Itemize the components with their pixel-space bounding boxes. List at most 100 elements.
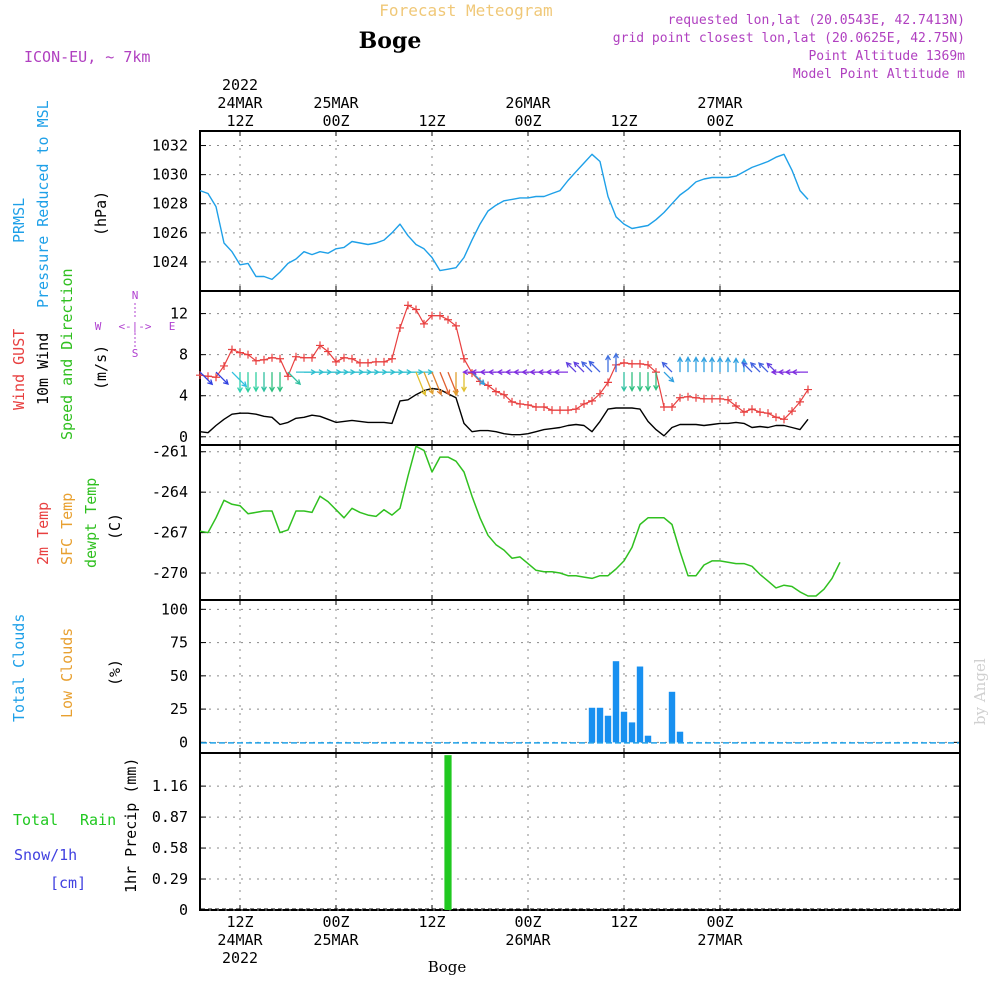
wind-direction-arrow bbox=[645, 372, 651, 392]
gust-marker bbox=[356, 358, 364, 367]
wind-labels: Wind GUST 10m Wind Speed and Direction (… bbox=[10, 268, 175, 440]
station-title: Boge bbox=[359, 28, 422, 54]
grid-point: grid point closest lon,lat (20.0625E, 42… bbox=[613, 31, 965, 46]
gust-marker bbox=[708, 394, 716, 403]
gust-marker bbox=[436, 311, 444, 320]
y-tick-label: 0.29 bbox=[152, 870, 188, 888]
gust-marker bbox=[292, 352, 300, 361]
wind-direction-arrow bbox=[423, 371, 434, 395]
gust-marker bbox=[588, 396, 596, 405]
cloud-bar bbox=[604, 715, 612, 743]
y-tick-label: 12 bbox=[170, 305, 188, 323]
time-label-bottom: 00Z bbox=[706, 913, 733, 931]
wind-direction-arrow bbox=[677, 356, 683, 373]
precip-panel bbox=[199, 752, 961, 911]
y-tick-label: 75 bbox=[170, 634, 188, 652]
y-tick-label: 0 bbox=[179, 428, 188, 446]
compass-rose: N S W E <-|-> bbox=[95, 289, 176, 360]
temp-label-sfc: SFC Temp bbox=[58, 493, 76, 565]
cloud-bar bbox=[588, 707, 596, 743]
precip-label-rain: Rain bbox=[80, 811, 116, 829]
gust-marker bbox=[236, 348, 244, 357]
temp-label-2m: 2m Temp bbox=[34, 502, 52, 565]
gust-marker bbox=[244, 350, 252, 359]
cloud-bar bbox=[636, 666, 644, 743]
time-label-bottom: 25MAR bbox=[313, 931, 359, 949]
wind-direction-arrow bbox=[663, 371, 675, 383]
temp-label-dewpt: dewpt Temp bbox=[82, 478, 100, 568]
gust-marker bbox=[484, 381, 492, 390]
precip-label-total: Total bbox=[13, 811, 58, 829]
gust-marker bbox=[740, 408, 748, 417]
gust-marker bbox=[716, 394, 724, 403]
y-tick-label: 8 bbox=[179, 346, 188, 364]
wind-label-gust: Wind GUST bbox=[10, 329, 28, 410]
time-label-bottom: 12Z bbox=[610, 913, 637, 931]
cloud-bar bbox=[676, 731, 684, 743]
wind-direction-arrow bbox=[653, 372, 659, 392]
wind-direction-arrow bbox=[261, 372, 267, 393]
wind-direction-arrow bbox=[621, 372, 627, 393]
product-title: Forecast Meteogram bbox=[379, 1, 552, 20]
gust-marker bbox=[668, 403, 676, 412]
wind-direction-arrow bbox=[605, 354, 611, 373]
gust-marker bbox=[388, 354, 396, 363]
gust-marker bbox=[548, 406, 556, 415]
wind-unit: (m/s) bbox=[92, 345, 110, 390]
time-label-top: 24MAR bbox=[217, 94, 263, 112]
gust-marker bbox=[684, 392, 692, 401]
gust-marker bbox=[660, 403, 668, 412]
gust-marker bbox=[396, 323, 404, 332]
gust-marker bbox=[540, 403, 548, 412]
time-label-top: 12Z bbox=[610, 112, 637, 130]
wind-direction-arrow bbox=[791, 369, 808, 376]
time-label-bottom: 2022 bbox=[222, 949, 258, 967]
gust-marker bbox=[332, 357, 340, 366]
gust-marker bbox=[220, 361, 228, 370]
gust-marker bbox=[372, 357, 380, 366]
time-label-top: 2022 bbox=[222, 76, 258, 94]
cloud-bar bbox=[628, 722, 636, 743]
wind-direction-arrow bbox=[199, 371, 214, 386]
pressure-series bbox=[199, 153, 809, 281]
cloud-label-total: Total Clouds bbox=[10, 614, 28, 722]
wind-direction-arrow bbox=[565, 361, 577, 373]
pressure-labels: PRMSL Pressure Reduced to MSL (hPa) bbox=[10, 100, 110, 308]
cloud-label-low: Low Clouds bbox=[58, 628, 76, 718]
gust-marker bbox=[316, 341, 324, 350]
wind-direction-arrow bbox=[453, 372, 459, 397]
pressure-panel bbox=[199, 130, 961, 292]
y-tick-label: -270 bbox=[152, 564, 188, 582]
y-tick-label: 0 bbox=[179, 901, 188, 919]
wind-direction-arrow bbox=[693, 356, 699, 373]
gust-marker bbox=[500, 390, 508, 399]
y-tick-label: 0 bbox=[179, 733, 188, 751]
compass-east: E bbox=[169, 320, 176, 333]
gust-marker bbox=[276, 354, 284, 363]
precip-unit: 1hr Precip (mm) bbox=[122, 758, 140, 893]
wind-direction-arrow bbox=[661, 361, 673, 373]
cloud-bar bbox=[620, 711, 628, 743]
gust-marker bbox=[428, 311, 436, 320]
wind-direction-arrow bbox=[701, 356, 707, 373]
wind-direction-arrow bbox=[749, 362, 761, 373]
model-altitude: Model Point Altitude m bbox=[793, 67, 965, 82]
wind-direction-arrow bbox=[613, 352, 619, 373]
time-label-top: 00Z bbox=[322, 112, 349, 130]
wind-direction-arrow bbox=[581, 361, 593, 373]
requested-point: requested lon,lat (20.0543E, 42.7413N) bbox=[668, 13, 965, 28]
wind-direction-arrow bbox=[237, 372, 243, 394]
cloud-unit: (%) bbox=[106, 659, 124, 686]
point-altitude: Point Altitude 1369m bbox=[808, 49, 965, 64]
wind-direction-arrow bbox=[439, 371, 451, 396]
gust-marker bbox=[340, 353, 348, 362]
y-tick-label: -267 bbox=[152, 524, 188, 542]
gust-line bbox=[199, 304, 809, 420]
wind-direction-arrow bbox=[461, 372, 467, 393]
y-tick-label: 1024 bbox=[152, 253, 188, 271]
gust-marker bbox=[756, 408, 764, 417]
gust-marker bbox=[460, 354, 468, 363]
gust-marker bbox=[364, 358, 372, 367]
gust-marker bbox=[300, 353, 308, 362]
gust-marker bbox=[412, 305, 420, 314]
